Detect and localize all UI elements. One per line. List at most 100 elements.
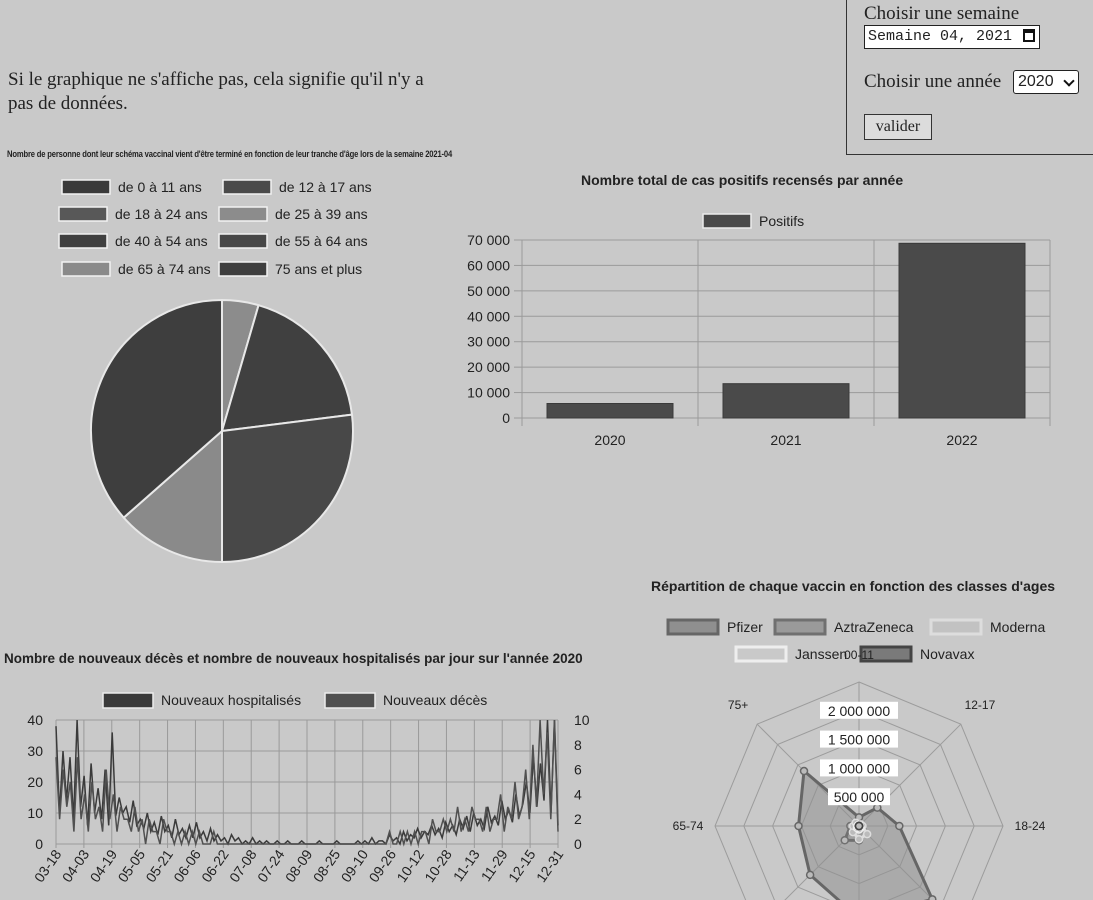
chevron-down-icon [1063,75,1075,87]
legend-label-moderna: Moderna [990,619,1045,635]
y-tick-label: 70 000 [467,232,510,248]
radar-point-pfizer [928,895,937,900]
pie-slice-de-40-54-ans [220,303,354,433]
valider-button[interactable]: valider [864,114,932,140]
radar-chart: Pfizer AztraZeneca Moderna Janssen Novavax 00… [666,618,1046,900]
radar-axis-label-75: 75+ [728,698,748,712]
legend-swatch-de-55-64-ans [218,233,268,249]
week-label: Choisir une semaine [864,3,1020,24]
x-tick-label: 08-25 [310,846,344,885]
y-right-tick-label: 10 [574,712,590,728]
pie-slice-75-ans-et-plus [90,298,223,520]
radar-tick-backdrop [828,788,890,806]
legend-swatch-de-25-39-ans [218,206,268,222]
radar-tick-backdrop [820,701,898,719]
x-tick-label: 12-15 [505,846,539,885]
legend-swatch-novavax [859,645,913,663]
y-right-tick-label: 2 [574,811,582,827]
radar-point-novavax [854,821,864,831]
bar-chart-title: Nombre total de cas positifs recensés pa… [581,172,904,188]
y-right-tick-label: 0 [574,836,582,852]
legend-swatch-de-0-11-ans [61,179,111,195]
radar-point-pfizer [873,803,882,812]
y-left-tick-label: 0 [35,836,43,852]
radar-grid-ring [714,681,1004,900]
legend-label-pfizer: Pfizer [727,619,763,635]
week-year-form: Choisir une semaine Semaine 04, 2021 Cho… [846,0,1093,155]
y-left-tick-label: 10 [27,805,43,821]
legend-swatch-de-12-17-ans [222,179,272,195]
legend-swatch-pfizer [666,618,720,636]
x-tick-label: 09-26 [365,846,399,885]
x-tick-label: 10-28 [421,846,455,885]
x-tick-label: 2020 [594,432,625,448]
y-tick-label: 40 000 [467,308,510,324]
bar-chart: Positifs 0 10 000 20 000 30 000 40 000 50 000 6… [467,213,1051,448]
series-line-nouveaux-d-c-s [55,719,559,847]
legend-swatch-de-18-24-ans [58,206,108,222]
legend-swatch-aztrazeneca [773,618,827,636]
line-chart: Nouveaux hospitalisés Nouveaux décès01020… [27,692,590,885]
x-tick-label: 11-29 [478,846,511,884]
legend-nouveaux-deces-swatch [324,692,376,709]
legend-label-de-40-54-ans: de 40 à 54 ans [115,233,208,249]
legend-label-de-0-11-ans: de 0 à 11 ans [118,179,202,195]
legend-swatch-de-65-74-ans [61,261,111,277]
legend-label-positifs: Positifs [759,213,804,229]
x-tick-label: 03-18 [31,846,65,885]
legend-label-de-12-17-ans: de 12 à 17 ans [279,179,372,195]
radar-axis-label-00-11: 00-11 [844,648,874,662]
x-tick-label: 11-13 [450,846,483,884]
x-tick-label: 12-31 [533,846,567,885]
bar-2022 [898,242,1026,419]
legend-label-aztrazeneca: AztraZeneca [834,619,914,635]
x-tick-label: 04-03 [59,846,93,885]
bar-2021 [722,383,850,419]
pie-slice-de-65-74-ans [122,428,223,564]
radar-tick-label: 1 500 000 [828,732,890,748]
pie-slice-de-55-64-ans [221,413,354,564]
legend-swatch-de-40-54-ans [58,233,108,249]
y-right-tick-label: 4 [574,786,582,802]
week-date-input[interactable]: Semaine 04, 2021 [864,25,1040,49]
x-tick-label: 05-21 [142,846,176,885]
no-data-notice: Si le graphique ne s'affiche pas, cela s… [8,69,424,114]
legend-swatch-positifs [702,213,752,229]
x-tick-label: 10-12 [393,846,427,885]
week-date-value: Semaine 04, 2021 [868,28,1013,45]
radar-point-pfizer [895,821,904,831]
radar-point-moderna [862,829,872,839]
x-tick-label: 08-09 [282,846,316,885]
legend-nouveaux-deces-label: Nouveaux décès [383,692,487,708]
legend-label-de-18-24-ans: de 18 à 24 ans [115,206,208,222]
radar-chart-title: Répartition de chaque vaccin en fonction… [651,578,1056,594]
calendar-icon[interactable] [1023,29,1035,42]
y-tick-label: 20 000 [467,359,510,375]
legend-label-de-55-64-ans: de 55 à 64 ans [275,233,368,249]
radar-point-pfizer [794,821,803,831]
legend-label-de-65-74-ans: de 65 à 74 ans [118,261,211,277]
y-tick-label: 10 000 [467,385,510,401]
radar-grid-ring [772,739,946,900]
y-right-tick-label: 6 [574,762,582,778]
y-tick-label: 30 000 [467,334,510,350]
year-label: Choisir une année [864,71,1002,92]
x-tick-label: 05-05 [114,846,148,885]
radar-point-pfizer [805,870,815,880]
legend-label-75-ans-et-plus: 75 ans et plus [275,261,362,277]
bar-2020 [546,403,674,419]
legend-swatch-janssen [734,645,788,663]
radar-point-moderna [854,834,864,844]
year-select-value: 2020 [1018,73,1054,90]
y-tick-label: 0 [502,410,510,426]
radar-tick-label: 1 000 000 [828,760,890,776]
legend-nouveaux-hospitalises-label: Nouveaux hospitalisés [161,692,301,708]
y-tick-label: 50 000 [467,283,510,299]
x-tick-label: 06-06 [170,846,204,885]
radar-tick-backdrop [820,759,898,777]
y-left-tick-label: 30 [27,743,43,759]
year-select[interactable]: 2020 [1013,70,1079,94]
radar-grid-ring [743,710,975,900]
radar-axis-label-18-24: 18-24 [1015,819,1046,833]
x-tick-label: 2022 [946,432,977,448]
